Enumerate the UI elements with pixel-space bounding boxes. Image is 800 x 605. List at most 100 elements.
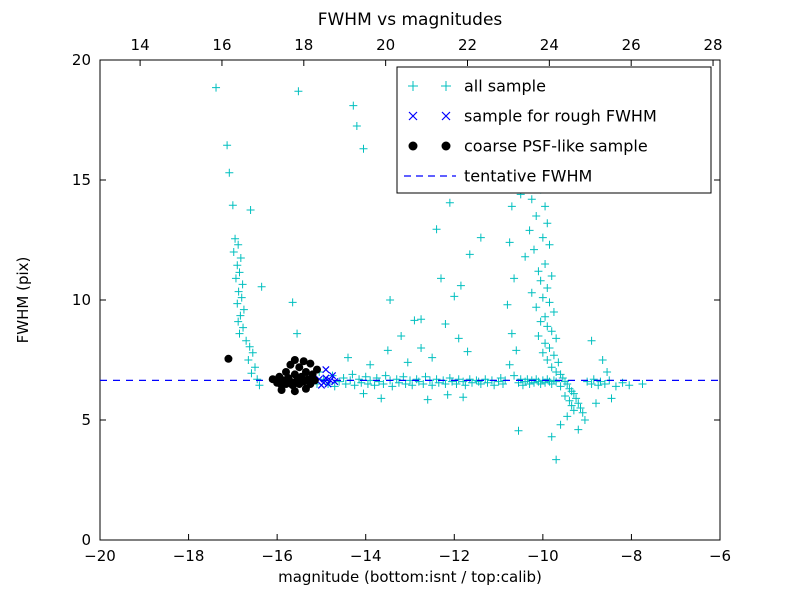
scatter-point-all-sample — [361, 372, 370, 381]
scatter-point-all-sample — [233, 299, 242, 308]
scatter-point-all-sample — [569, 406, 578, 415]
scatter-point-all-sample — [476, 380, 485, 388]
scatter-point-all-sample — [547, 432, 556, 441]
scatter-point-all-sample — [234, 240, 243, 249]
scatter-point-all-sample — [237, 293, 246, 302]
scatter-point-all-sample — [234, 317, 243, 326]
x-bottom-tick-label: −10 — [527, 547, 559, 565]
y-tick-label: 0 — [81, 531, 91, 549]
scatter-point-all-sample — [541, 312, 550, 321]
scatter-point-all-sample — [561, 392, 569, 400]
scatter-point-all-sample — [370, 381, 379, 390]
x-top-tick-label: 28 — [703, 36, 722, 54]
scatter-point-psf-like — [408, 141, 418, 151]
x-top-tick-label: 22 — [458, 36, 477, 54]
legend-label: tentative FWHM — [464, 167, 592, 186]
scatter-point-all-sample — [563, 412, 572, 421]
scatter-point-all-sample — [554, 358, 563, 367]
x-top-tick-label: 18 — [294, 36, 313, 54]
scatter-point-all-sample — [549, 308, 558, 316]
scatter-point-all-sample — [450, 292, 459, 301]
scatter-point-all-sample — [428, 381, 437, 390]
scatter-point-all-sample — [417, 315, 426, 324]
scatter-point-all-sample — [445, 198, 454, 207]
scatter-point-all-sample — [443, 390, 452, 399]
scatter-point-all-sample — [552, 368, 561, 376]
scatter-point-all-sample — [556, 382, 565, 391]
scatter-point-all-sample — [212, 83, 221, 92]
scatter-point-all-sample — [552, 377, 561, 386]
y-tick-label: 15 — [72, 171, 91, 189]
scatter-point-all-sample — [352, 122, 361, 130]
scatter-point-all-sample — [423, 395, 432, 404]
scatter-point-all-sample — [454, 334, 463, 343]
scatter-point-all-sample — [510, 274, 519, 283]
scatter-point-all-sample — [421, 372, 430, 381]
scatter-point-all-sample — [348, 370, 357, 379]
x-top-tick-label: 26 — [622, 36, 641, 54]
scatter-point-all-sample — [545, 240, 554, 249]
scatter-point-all-sample — [255, 381, 264, 390]
scatter-point-psf-like — [290, 356, 299, 364]
scatter-point-all-sample — [532, 212, 541, 220]
scatter-point-psf-like — [299, 357, 308, 366]
scatter-point-all-sample — [583, 377, 592, 386]
x-bottom-tick-label: −6 — [709, 547, 731, 565]
scatter-point-all-sample — [359, 144, 368, 153]
scatter-point-all-sample — [534, 332, 543, 340]
scatter-point-all-sample — [587, 336, 596, 345]
scatter-point-all-sample — [625, 381, 634, 390]
scatter-point-all-sample — [541, 202, 550, 211]
scatter-point-all-sample — [541, 339, 550, 348]
scatter-point-all-sample — [339, 374, 348, 382]
scatter-point-all-sample — [399, 372, 408, 381]
scatter-point-all-sample — [545, 344, 554, 352]
scatter-point-rough-fwhm — [331, 377, 339, 386]
x-bottom-tick-label: −14 — [350, 547, 382, 565]
scatter-point-all-sample — [596, 377, 605, 386]
scatter-point-all-sample — [521, 252, 530, 261]
scatter-point-all-sample — [538, 293, 547, 302]
scatter-point-all-sample — [543, 284, 552, 292]
legend-label: all sample — [464, 77, 546, 96]
scatter-point-all-sample — [229, 248, 238, 256]
scatter-point-all-sample — [410, 316, 419, 325]
scatter-point-all-sample — [549, 351, 558, 360]
legend-label: sample for rough FWHM — [464, 107, 657, 126]
scatter-point-psf-like — [277, 386, 286, 394]
chart-generated: −20 −18 −16 −14 −12 −10 −8 −6 14 16 18 20 22 24 26 28 0 5… — [72, 36, 731, 565]
scatter-point-all-sample — [246, 206, 255, 214]
scatter-point-all-sample — [569, 389, 578, 398]
scatter-point-all-sample — [235, 268, 244, 277]
scatter-point-rough-fwhm — [408, 111, 418, 121]
x-bottom-tick-label: −16 — [261, 547, 293, 565]
x-top-tick-label: 24 — [540, 36, 559, 54]
scatter-point-all-sample — [490, 381, 499, 390]
scatter-point-all-sample — [401, 380, 410, 388]
x-top-tick-label: 16 — [212, 36, 231, 54]
scatter-point-all-sample — [603, 368, 612, 376]
scatter-point-all-sample — [231, 234, 240, 243]
scatter-point-psf-like — [224, 354, 233, 363]
scatter-point-all-sample — [523, 375, 532, 384]
scatter-point-all-sample — [242, 336, 251, 345]
scatter-point-all-sample — [408, 381, 417, 390]
scatter-point-all-sample — [556, 420, 565, 429]
scatter-point-all-sample — [525, 226, 534, 235]
scatter-point-all-sample — [563, 380, 572, 388]
scatter-point-all-sample — [587, 380, 596, 388]
scatter-point-all-sample — [536, 276, 545, 285]
scatter-point-rough-fwhm — [317, 381, 326, 389]
x-bottom-tick-label: −12 — [438, 547, 470, 565]
scatter-point-psf-like — [310, 376, 319, 385]
scatter-point-all-sample — [607, 394, 616, 403]
scatter-point-all-sample — [225, 168, 234, 177]
scatter-point-all-sample — [527, 288, 536, 297]
scatter-point-all-sample — [567, 401, 576, 410]
scatter-point-all-sample — [350, 381, 359, 390]
scatter-point-all-sample — [572, 394, 581, 403]
scatter-point-all-sample — [452, 380, 461, 388]
scatter-point-all-sample — [335, 377, 344, 386]
scatter-point-all-sample — [381, 371, 390, 380]
scatter-point-all-sample — [547, 272, 556, 280]
